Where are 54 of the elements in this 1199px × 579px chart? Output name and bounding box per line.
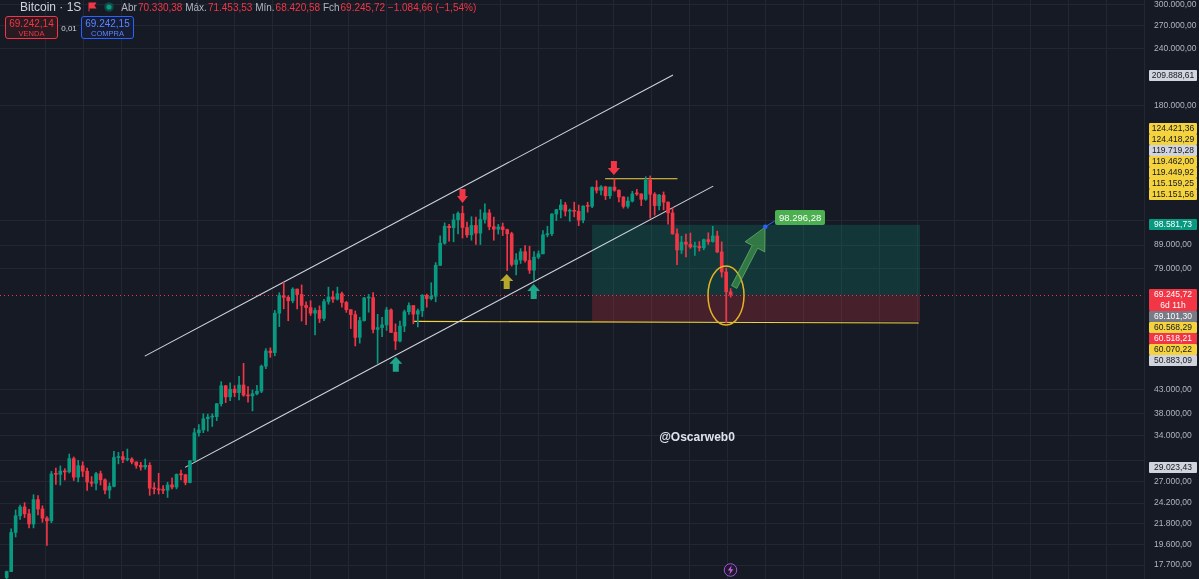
candlestick: [684, 233, 688, 258]
text: 124.421,36: [1149, 122, 1197, 134]
text: 119.449,92: [1149, 166, 1197, 178]
candlestick: [514, 253, 518, 276]
y-tick-label: 38.000,00: [1154, 408, 1193, 419]
candlestick: [58, 465, 63, 486]
candlestick: [559, 199, 563, 219]
y-tick-label: 19.600,00: [1154, 539, 1193, 550]
candlestick: [500, 222, 505, 236]
y-tick-label: 21.800,00: [1154, 518, 1193, 529]
candlestick: [143, 458, 148, 470]
text: 29.023,43: [1149, 461, 1197, 473]
text: 119.462,00: [1149, 155, 1197, 167]
annotation: 69.242,15: [85, 17, 130, 29]
y-tick-label: 27.000,00: [1154, 475, 1193, 486]
text: 115.159,25: [1149, 177, 1197, 189]
candlestick: [54, 467, 58, 485]
candlestick: [313, 307, 317, 336]
annotation: 69.242,14: [9, 17, 54, 29]
y-tick-label: 24.200,00: [1154, 497, 1193, 508]
y-tick-label: 180.000,00: [1154, 99, 1197, 110]
text: 69.101,30: [1149, 311, 1197, 323]
text: 50.883,09: [1149, 355, 1197, 367]
text: Abr70.330,38 Máx.71.453,53 Mín.68.420,58 Fch69.245,72 −1.084,66 (−1,54%): [121, 1, 477, 13]
y-tick-label: 300.000,00: [1154, 0, 1197, 9]
candlestick: [491, 216, 496, 241]
text: 60.568,29: [1149, 322, 1197, 334]
y-tick-label: 79.000,00: [1154, 263, 1193, 274]
candlestick: [205, 413, 210, 432]
text: 6d 11h: [1159, 300, 1187, 312]
candlestick: [161, 485, 165, 495]
text: 98.581,73: [1149, 219, 1197, 231]
annotation: 98.296,28: [775, 210, 826, 226]
y-tick-label: 89.000,00: [1154, 239, 1193, 250]
chart-title: Bitcoin · 1S: [20, 0, 82, 14]
text: 60.518,21: [1149, 333, 1197, 345]
candlestick: [380, 317, 384, 337]
candlestick: [572, 201, 577, 218]
y-tick-label: 34.000,00: [1154, 430, 1193, 441]
text: 119.719,28: [1149, 144, 1197, 156]
text: 115.151,56: [1149, 188, 1197, 200]
candlestick: [447, 223, 451, 242]
y-tick-label: 43.000,00: [1154, 383, 1193, 394]
candlestick: [179, 469, 183, 481]
text: 60.070,22: [1149, 344, 1197, 356]
y-tick-label: 240.000,00: [1154, 42, 1197, 53]
y-tick-label: 270.000,00: [1154, 19, 1197, 30]
candlestick: [706, 232, 711, 245]
text: 124.418,29: [1149, 133, 1197, 145]
annotation: 0,01: [61, 23, 77, 32]
text: 209.888,61: [1149, 69, 1197, 81]
y-tick-label: 17.700,00: [1154, 559, 1193, 570]
ref-line-label: 69.245,72: [1153, 289, 1193, 301]
annotation: @Oscarweb0: [659, 430, 735, 444]
